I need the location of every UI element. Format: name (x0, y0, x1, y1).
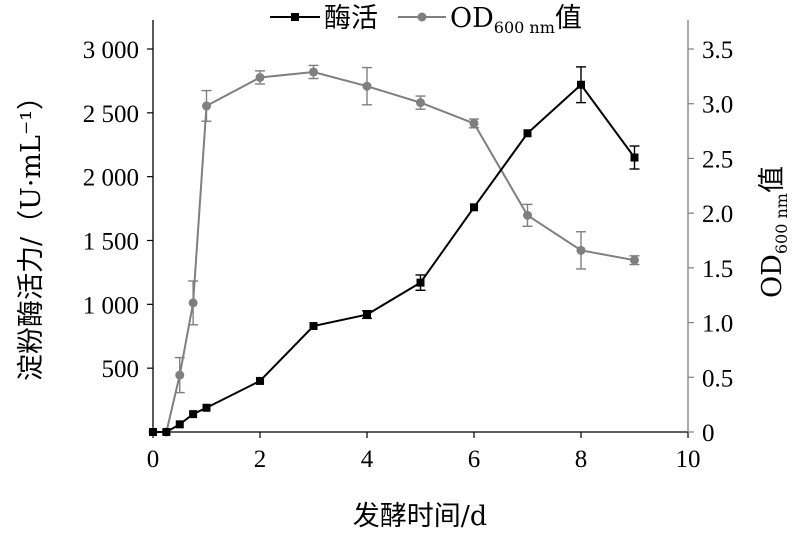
enzyme-activity-point (202, 403, 211, 412)
y-right-tick-label: 0 (702, 420, 715, 447)
enzyme-activity-point (309, 322, 318, 331)
y-left-tick-label: 1 500 (83, 229, 139, 256)
enzyme-activity-point (577, 80, 585, 89)
y-left-tick-label: 2 500 (83, 101, 139, 128)
y-left-tick-label: 3 000 (83, 37, 139, 64)
enzyme-activity-point (416, 278, 425, 287)
od600-point (630, 255, 639, 265)
od600-point (362, 81, 372, 91)
y-left-tick-label: 2 000 (83, 165, 139, 192)
x-tick-label: 8 (575, 446, 588, 473)
y-right-tick-label: 3.0 (702, 92, 733, 119)
x-axis-ticks: 0 2 4 6 8 10 (147, 432, 701, 473)
y-axis-left-ticks: 500 1 000 1 500 2 000 2 500 3 000 (83, 37, 153, 383)
enzyme-activity-point (630, 153, 639, 162)
enzyme-activity-point (149, 428, 157, 436)
od600-point (175, 370, 185, 380)
od600-point (416, 98, 425, 108)
series-od600 (148, 64, 640, 437)
od600-point (309, 67, 318, 77)
y-axis-right-ticks: 0 0.5 1.0 1.5 2.0 2.5 3.0 3.5 (688, 37, 733, 447)
x-tick-label: 6 (468, 446, 481, 473)
y-right-tick-label: 1.5 (702, 256, 733, 283)
series-enzyme-activity (149, 66, 640, 436)
y-right-tick-label: 2.5 (702, 146, 733, 173)
enzyme-activity-point (162, 428, 171, 436)
od600-point (469, 118, 479, 128)
enzyme-activity-line (153, 83, 636, 433)
y-left-tick-label: 1 000 (83, 292, 139, 319)
legend-label-enzyme-activity: 酶活 (324, 3, 378, 34)
od600-line (153, 70, 635, 433)
y-left-tick-label: 500 (102, 356, 140, 383)
y-right-tick-label: 3.5 (702, 37, 733, 64)
enzyme-activity-point (470, 203, 478, 212)
legend-item-enzyme-activity: 酶活 (270, 3, 378, 34)
od600-point (255, 72, 265, 82)
legend-label-od600: OD600 nm值 (450, 3, 582, 37)
y-right-tick-label: 0.5 (702, 365, 733, 392)
enzyme-activity-point (189, 410, 198, 419)
x-tick-label: 0 (147, 446, 160, 473)
enzyme-activity-point (175, 420, 184, 429)
x-tick-label: 2 (254, 446, 267, 473)
y-right-tick-label: 2.0 (702, 201, 733, 228)
x-tick-label: 4 (361, 446, 374, 473)
legend-item-od600: OD600 nm值 (398, 3, 582, 37)
y-right-tick-label: 1.0 (702, 311, 733, 338)
y-axis-right-label: OD600 nm值 (757, 166, 791, 298)
od600-point (523, 210, 532, 220)
legend: 酶活 OD600 nm值 (270, 3, 582, 37)
x-tick-label: 10 (676, 446, 701, 473)
enzyme-activity-point (523, 129, 532, 138)
od600-point (202, 101, 211, 111)
od600-point (188, 298, 198, 308)
enzyme-activity-point (256, 376, 264, 385)
od600-point (576, 245, 586, 255)
enzyme-activity-point (363, 310, 371, 319)
x-axis-label: 发酵时间/d (353, 501, 487, 532)
y-axis-left-label: 淀粉酶活力/（U·mL⁻¹） (16, 83, 47, 381)
